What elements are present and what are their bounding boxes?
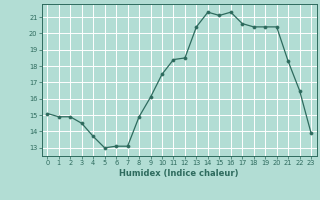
X-axis label: Humidex (Indice chaleur): Humidex (Indice chaleur)	[119, 169, 239, 178]
